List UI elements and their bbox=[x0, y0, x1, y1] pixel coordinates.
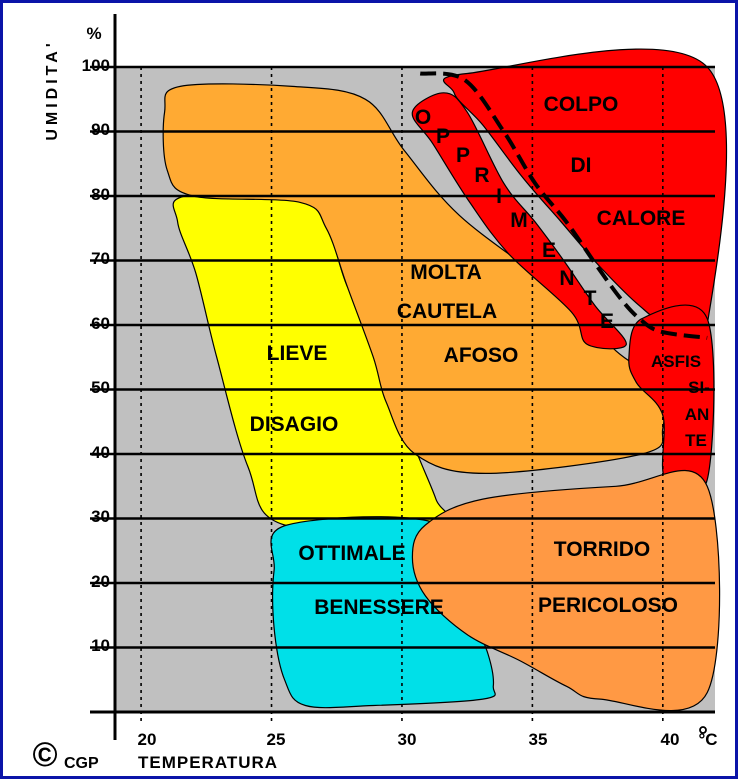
zone-label-si: SI- bbox=[688, 378, 710, 397]
y-tick-label: 60 bbox=[91, 314, 110, 333]
zone-label-an: AN bbox=[685, 405, 710, 424]
copyright-mark: © CGP bbox=[32, 736, 99, 774]
y-tick-label: 40 bbox=[91, 443, 110, 462]
opprimente-letter-1: O bbox=[415, 106, 431, 129]
y-tick-label: 80 bbox=[91, 185, 110, 204]
y-axis-title: UMIDITA' bbox=[44, 39, 61, 140]
zone-label-disagio: DISAGIO bbox=[250, 413, 339, 436]
zone-label-asfis: ASFIS bbox=[651, 352, 701, 371]
x-tick-label: 20 bbox=[138, 730, 157, 749]
y-tick-label: 100 bbox=[82, 56, 110, 75]
zone-label-colpo: COLPO bbox=[544, 93, 619, 116]
x-tick-labels: 20 25 30 35 40 °C bbox=[138, 730, 718, 749]
y-unit-label: % bbox=[86, 24, 101, 43]
x-axis-title: TEMPERATURA bbox=[138, 753, 278, 772]
opprimente-letter-7: E bbox=[542, 239, 556, 262]
separator-curve bbox=[419, 71, 708, 340]
zone-label-molta: MOLTA bbox=[410, 261, 482, 284]
zone-label-pericoloso: PERICOLOSO bbox=[538, 594, 678, 617]
x-tick-label: 30 bbox=[398, 730, 417, 749]
zone-molta-cautela-afoso bbox=[162, 83, 665, 475]
zone-label-di: DI bbox=[571, 154, 592, 177]
opprimente-letter-9: T bbox=[584, 287, 597, 310]
x-tick-label: 40 bbox=[661, 730, 680, 749]
opprimente-letter-5: I bbox=[496, 185, 502, 208]
zone-label-calore: CALORE bbox=[597, 207, 686, 230]
horizontal-gridlines bbox=[90, 65, 715, 649]
zone-label-afoso: AFOSO bbox=[444, 344, 519, 367]
zone-label-torrido: TORRIDO bbox=[554, 538, 650, 561]
x-tick-label: 25 bbox=[267, 730, 286, 749]
zone-label-te: TE bbox=[685, 431, 707, 450]
y-tick-label: 20 bbox=[91, 572, 110, 591]
zone-labels: COLPO DI CALORE O P P R I M E N T E MOLT… bbox=[250, 93, 710, 619]
opprimente-letter-4: R bbox=[474, 164, 489, 187]
zone-label-lieve: LIEVE bbox=[267, 342, 328, 365]
zone-torrido-pericoloso bbox=[411, 469, 721, 712]
degree-symbol bbox=[699, 726, 707, 734]
y-tick-label: 10 bbox=[91, 636, 110, 655]
opprimente-letter-10: E bbox=[600, 310, 614, 333]
opprimente-letter-3: P bbox=[456, 144, 470, 167]
zone-label-ottimale: OTTIMALE bbox=[298, 542, 405, 565]
x-tick-label: 35 bbox=[529, 730, 548, 749]
axes bbox=[90, 14, 715, 740]
copyright-text: CGP bbox=[64, 755, 99, 772]
y-tick-labels: 10 20 30 40 50 60 70 80 90 100 % bbox=[82, 24, 110, 655]
zone-label-cautela: CAUTELA bbox=[397, 300, 497, 323]
zone-opprimente bbox=[411, 92, 627, 350]
copyright-symbol: © bbox=[32, 736, 57, 774]
y-tick-label: 90 bbox=[91, 120, 110, 139]
y-tick-label: 30 bbox=[91, 507, 110, 526]
opprimente-letter-6: M bbox=[510, 209, 528, 232]
y-tick-label: 50 bbox=[91, 378, 110, 397]
opprimente-letter-2: P bbox=[436, 125, 450, 148]
opprimente-letter-8: N bbox=[559, 267, 574, 290]
y-tick-label: 70 bbox=[91, 249, 110, 268]
x-unit-label: °C bbox=[698, 730, 717, 749]
zone-label-benessere: BENESSERE bbox=[314, 596, 444, 619]
